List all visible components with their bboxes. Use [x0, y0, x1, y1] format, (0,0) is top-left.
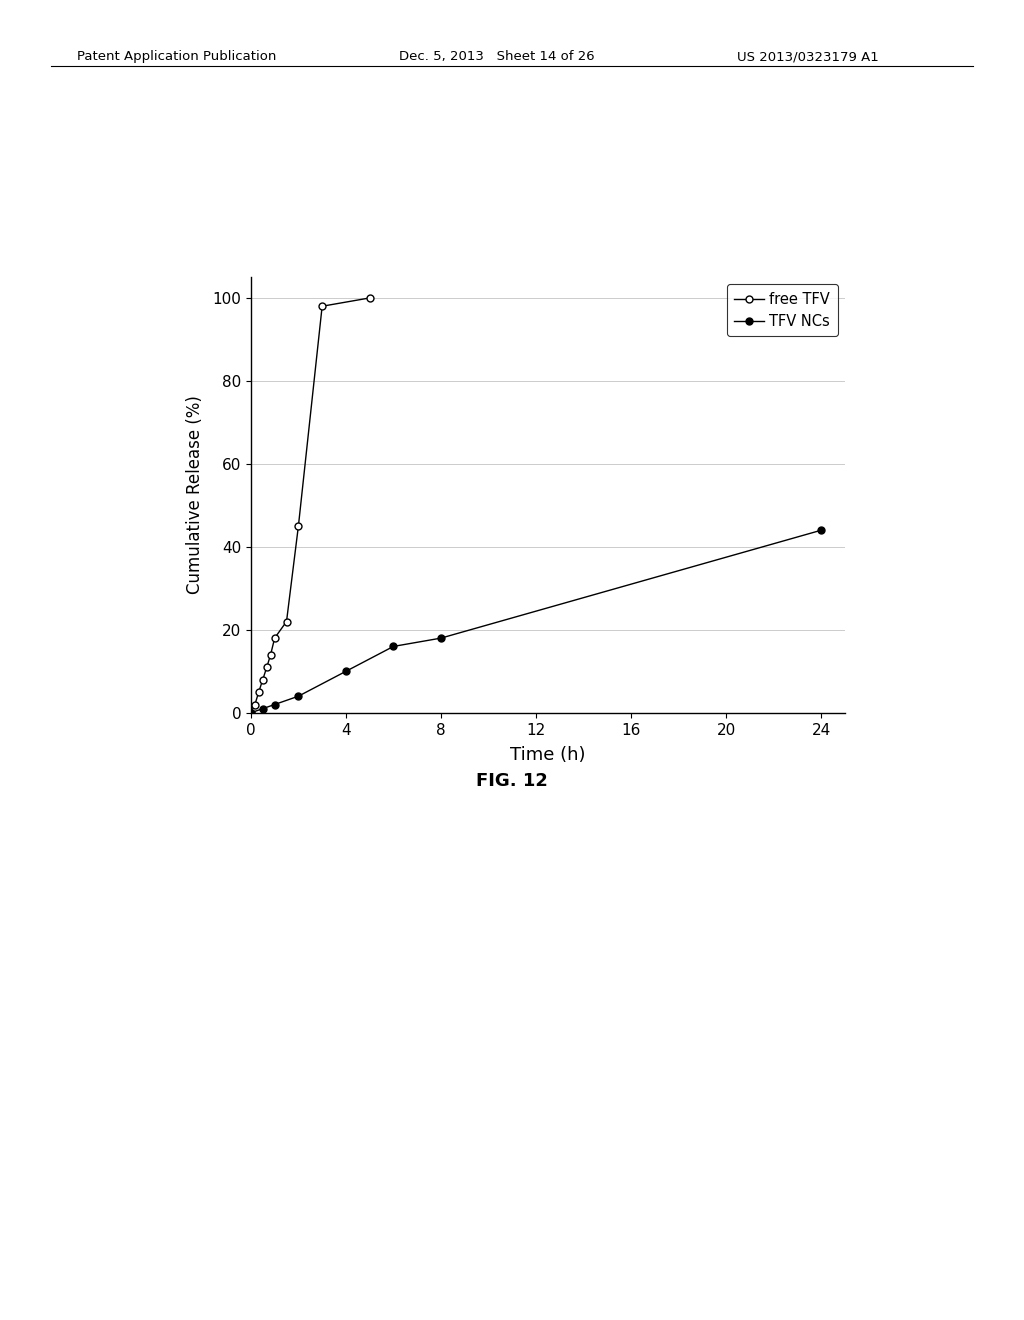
Text: US 2013/0323179 A1: US 2013/0323179 A1 — [737, 50, 879, 63]
Text: Dec. 5, 2013   Sheet 14 of 26: Dec. 5, 2013 Sheet 14 of 26 — [399, 50, 595, 63]
Text: FIG. 12: FIG. 12 — [476, 772, 548, 791]
Y-axis label: Cumulative Release (%): Cumulative Release (%) — [186, 396, 204, 594]
Text: Patent Application Publication: Patent Application Publication — [77, 50, 276, 63]
Legend: free TFV, TFV NCs: free TFV, TFV NCs — [727, 285, 838, 337]
X-axis label: Time (h): Time (h) — [510, 746, 586, 764]
